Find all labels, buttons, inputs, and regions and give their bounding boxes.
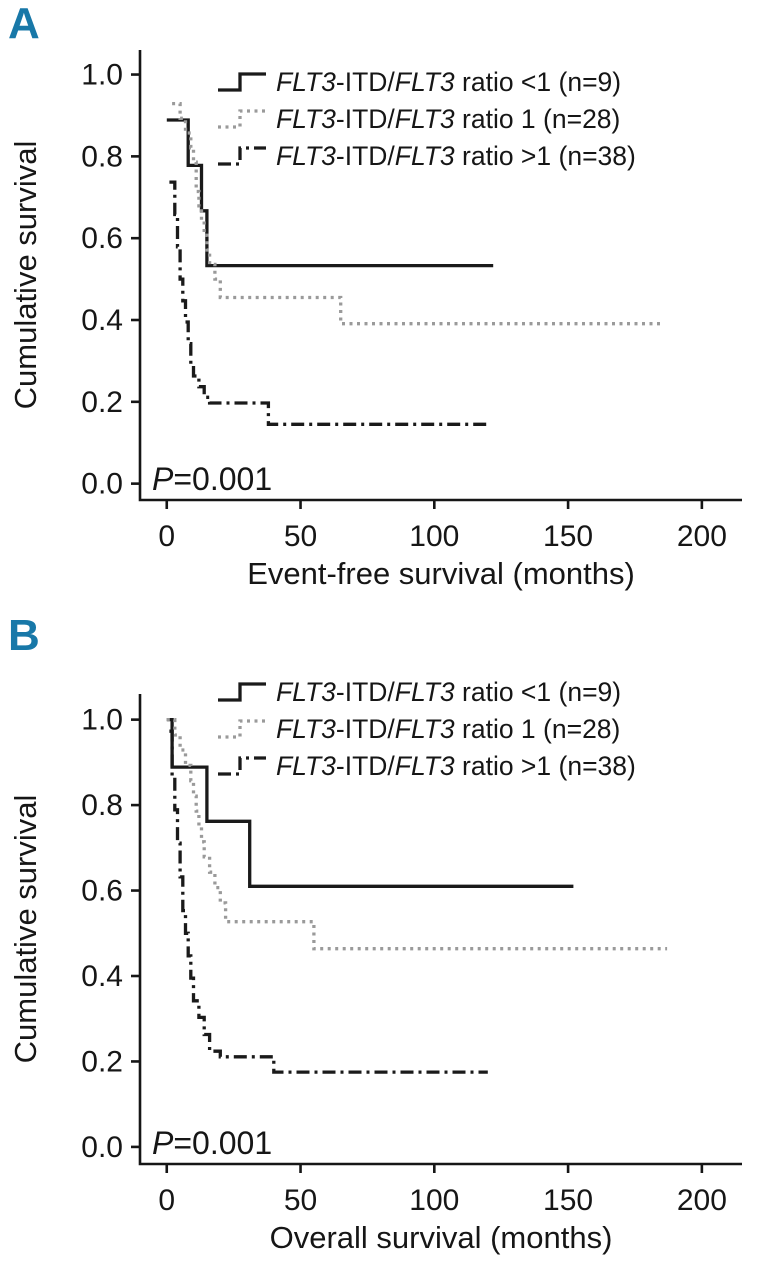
- x-tick-label: 0: [158, 520, 175, 553]
- y-axis-label: Cumulative survival: [8, 795, 43, 1064]
- x-tick-label: 100: [409, 520, 459, 553]
- legend-sample-3: [218, 756, 266, 776]
- panel-a: A 0.0 0.2 0.4 0.6 0.8 1.0 0 50 100 150 200 Event-fr…: [0, 0, 759, 612]
- survival-curve-2: [172, 101, 665, 326]
- p-value: P=0.001: [152, 1125, 272, 1161]
- survival-curve-1: [166, 717, 574, 888]
- p-value: P=0.001: [152, 461, 272, 497]
- tick-labels: 0.0 0.2 0.4 0.6 0.8 1.0 0 50 100 150 200: [81, 59, 727, 553]
- tick-labels: 0.0 0.2 0.4 0.6 0.8 1.0 0 50 100 150 200: [81, 704, 727, 1217]
- legend-label-3: FLT3-ITD/FLT3 ratio >1 (n=38): [276, 141, 636, 171]
- y-tick-label: 0.4: [81, 304, 123, 337]
- legend-label-2: FLT3-ITD/FLT3 ratio 1 (n=28): [276, 714, 620, 744]
- legend: FLT3-ITD/FLT3 ratio <1 (n=9) FLT3-ITD/FLT…: [218, 67, 636, 171]
- legend-sample-2: [218, 109, 266, 129]
- y-tick-label: 1.0: [81, 704, 123, 737]
- y-tick-label: 0.6: [81, 222, 123, 255]
- x-axis-label: Overall survival (months): [270, 1220, 613, 1255]
- legend-sample-1: [218, 682, 266, 702]
- y-tick-label: 0.8: [81, 140, 123, 173]
- x-tick-label: 50: [284, 1184, 317, 1217]
- x-tick-label: 150: [543, 520, 593, 553]
- legend-sample-1: [218, 72, 266, 92]
- x-tick-label: 100: [409, 1184, 459, 1217]
- panel-label-b: B: [8, 611, 40, 660]
- y-tick-label: 0.6: [81, 875, 123, 908]
- y-tick-label: 0.2: [81, 1045, 123, 1078]
- survival-curve-1: [166, 118, 494, 268]
- legend: FLT3-ITD/FLT3 ratio <1 (n=9) FLT3-ITD/FLT…: [218, 677, 636, 781]
- legend-label-1: FLT3-ITD/FLT3 ratio <1 (n=9): [276, 67, 621, 97]
- x-tick-label: 200: [677, 520, 727, 553]
- y-axis-label: Cumulative survival: [8, 141, 43, 410]
- y-tick-label: 0.2: [81, 386, 123, 419]
- legend-label-1: FLT3-ITD/FLT3 ratio <1 (n=9): [276, 677, 621, 707]
- survival-curve-3: [169, 180, 488, 426]
- y-tick-label: 0.0: [81, 468, 123, 501]
- legend-label-3: FLT3-ITD/FLT3 ratio >1 (n=38): [276, 751, 636, 781]
- legend-sample-2: [218, 719, 266, 739]
- axes: [131, 694, 742, 1173]
- km-chart-overall-survival: 0.0 0.2 0.4 0.6 0.8 1.0 0 50 100 150 200 Overall su…: [8, 677, 742, 1255]
- x-tick-label: 150: [543, 1184, 593, 1217]
- y-tick-label: 0.8: [81, 789, 123, 822]
- y-tick-label: 0.4: [81, 960, 123, 993]
- y-tick-label: 1.0: [81, 59, 123, 92]
- survival-curve-3: [169, 729, 488, 1074]
- km-chart-event-free-survival: 0.0 0.2 0.4 0.6 0.8 1.0 0 50 100 150 200 Event-free…: [8, 50, 742, 591]
- panel-b: B 0.0 0.2 0.4 0.6 0.8 1.0 0 50 100 150 200 Overall …: [0, 612, 759, 1280]
- legend-sample-3: [218, 146, 266, 166]
- x-tick-label: 200: [677, 1184, 727, 1217]
- x-tick-label: 0: [158, 1184, 175, 1217]
- axes: [131, 50, 742, 509]
- x-axis-label: Event-free survival (months): [247, 556, 635, 591]
- x-tick-label: 50: [284, 520, 317, 553]
- panel-label-a: A: [8, 0, 40, 48]
- legend-label-2: FLT3-ITD/FLT3 ratio 1 (n=28): [276, 104, 620, 134]
- y-tick-label: 0.0: [81, 1131, 123, 1164]
